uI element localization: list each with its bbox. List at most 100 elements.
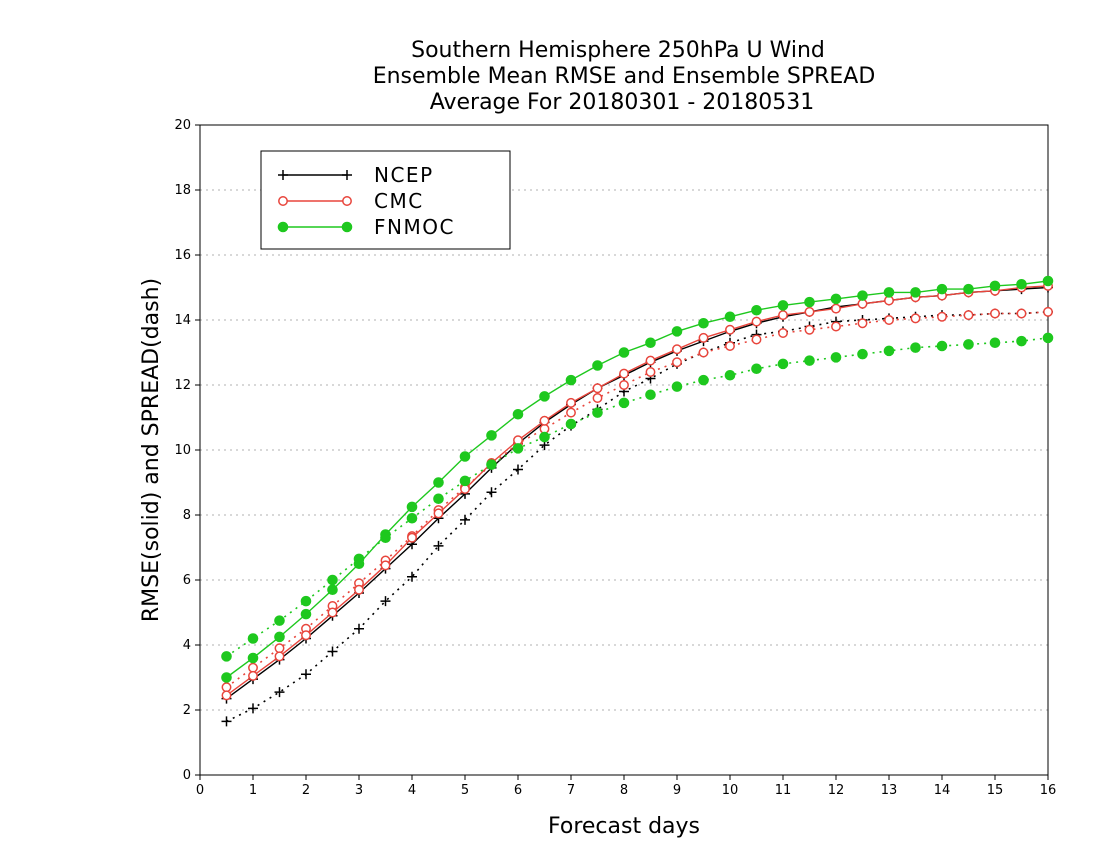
cmc-spread-point: [566, 407, 576, 418]
y-tick-label: 8: [183, 508, 191, 523]
fnmoc-spread-point: [539, 431, 550, 443]
y-tick-label: 6: [183, 573, 191, 588]
legend-marker-ncep: [342, 170, 352, 180]
fnmoc-rmse-point: [512, 408, 524, 420]
x-tick-label: 11: [775, 783, 792, 798]
cmc-rmse-point: [751, 316, 762, 327]
x-tick-label: 14: [934, 783, 951, 798]
cmc-rmse-point: [327, 607, 338, 618]
ncep-rmse-line: [226, 286, 1049, 700]
fnmoc-rmse-point: [486, 430, 497, 441]
fnmoc-rmse-point: [751, 304, 762, 316]
fnmoc-rmse-point: [724, 311, 736, 323]
fnmoc-spread-point: [1016, 335, 1027, 347]
cmc-spread-point: [831, 321, 841, 332]
cmc-spread-point: [725, 341, 735, 351]
fnmoc-spread-point: [618, 397, 630, 409]
fnmoc-spread-point: [247, 633, 259, 644]
cmc-rmse-point: [221, 690, 232, 701]
fnmoc-spread-point: [433, 493, 444, 505]
fnmoc-spread-point: [698, 374, 709, 386]
fnmoc-spread-point: [1042, 332, 1054, 344]
fnmoc-spread-point: [671, 381, 683, 392]
ncep-spread-point: [460, 514, 470, 525]
x-tick-label: 12: [828, 783, 845, 798]
fnmoc-spread-point: [645, 389, 656, 401]
x-tick-label: 7: [567, 783, 575, 798]
fnmoc-rmse-point: [645, 337, 656, 349]
fnmoc-spread-point: [221, 651, 232, 662]
cmc-spread-point: [592, 393, 603, 403]
y-tick-label: 0: [183, 768, 191, 783]
y-tick-label: 4: [183, 638, 191, 653]
fnmoc-rmse-point: [406, 501, 418, 513]
fnmoc-rmse-point: [671, 326, 683, 337]
cmc-spread-point: [672, 357, 682, 368]
legend-label-fnmoc: FNMOC: [374, 215, 455, 239]
fnmoc-spread-point: [777, 358, 789, 370]
legend-marker-ncep: [278, 170, 288, 180]
series: [221, 275, 1054, 727]
cmc-spread-point: [274, 643, 285, 654]
fnmoc-spread-point: [486, 459, 497, 470]
x-tick-label: 4: [408, 783, 416, 798]
fnmoc-spread-point: [910, 342, 921, 353]
ncep-spread-point: [486, 487, 497, 498]
x-axis-label: Forecast days: [548, 814, 700, 839]
x-tick-label: 1: [249, 783, 257, 798]
fnmoc-rmse-point: [221, 672, 232, 683]
ncep-spread-point: [327, 646, 338, 657]
cmc-rmse-point: [407, 532, 417, 543]
cmc-spread-point: [1043, 306, 1053, 317]
cmc-spread-point: [963, 310, 974, 321]
x-tick-label: 0: [196, 783, 204, 798]
fnmoc-spread-point: [459, 475, 471, 487]
cmc-rmse-point: [778, 310, 788, 321]
fnmoc-rmse-point: [857, 290, 868, 301]
y-axis-label: RMSE(solid) and SPREAD(dash): [139, 278, 164, 622]
fnmoc-rmse-point: [1042, 275, 1054, 287]
series-fnmoc: [221, 275, 1054, 683]
cmc-spread-point: [857, 318, 868, 329]
x-tick-label: 15: [987, 783, 1004, 798]
fnmoc-rmse-point: [592, 360, 603, 371]
cmc-spread-point: [645, 367, 656, 377]
fnmoc-rmse-point: [804, 296, 815, 308]
y-tick-label: 12: [174, 378, 191, 393]
cmc-spread-point: [884, 315, 894, 325]
cmc-spread-point: [990, 308, 1000, 319]
cmc-spread-point: [221, 682, 232, 693]
title-line-3: Average For 20180301 - 20180531: [430, 90, 815, 115]
y-tick-label: 10: [174, 443, 191, 458]
x-tick-label: 6: [514, 783, 522, 798]
ncep-spread-point: [354, 623, 364, 634]
title-line-2: Ensemble Mean RMSE and Ensemble SPREAD: [373, 64, 876, 89]
legend-box: [260, 150, 511, 250]
cmc-spread-point: [751, 334, 762, 345]
title-line-1: Southern Hemisphere 250hPa U Wind: [411, 38, 825, 63]
ncep-spread-point: [274, 687, 285, 698]
fnmoc-rmse-point: [936, 283, 948, 295]
cmc-rmse-point: [672, 344, 682, 355]
legend-marker-fnmoc: [341, 221, 353, 233]
fnmoc-spread-point: [565, 418, 577, 430]
legend-marker-fnmoc: [277, 221, 289, 233]
legend-label-cmc: CMC: [374, 189, 424, 213]
fnmoc-spread-point: [512, 443, 524, 454]
cmc-rmse-point: [698, 332, 709, 343]
fnmoc-spread-point: [804, 355, 815, 366]
cmc-spread-point: [778, 328, 788, 338]
x-tick-label: 9: [673, 783, 681, 798]
cmc-rmse-point: [619, 368, 629, 379]
cmc-rmse-point: [592, 383, 603, 394]
y-tick-label: 14: [174, 313, 191, 328]
cmc-rmse-point: [566, 397, 576, 408]
series-cmc: [221, 280, 1053, 701]
legend-marker-cmc: [278, 196, 288, 206]
fnmoc-rmse-point: [910, 287, 921, 298]
fnmoc-rmse-point: [274, 631, 285, 643]
cmc-spread-point: [1016, 308, 1027, 319]
ncep-spread-line: [226, 311, 1049, 723]
fnmoc-rmse-point: [618, 347, 630, 358]
cmc-rmse-point: [301, 630, 311, 641]
